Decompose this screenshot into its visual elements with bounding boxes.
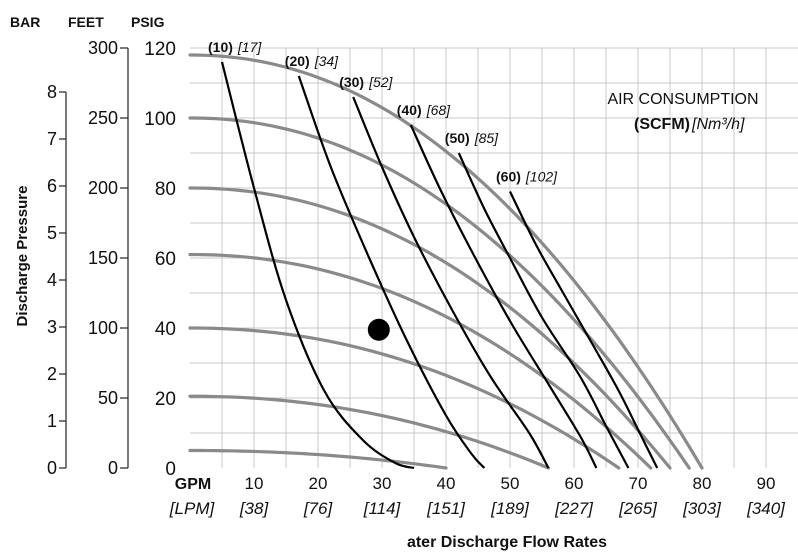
air-curve-5 [457,152,630,469]
pressure-curves [188,53,704,470]
psig-axis-header: PSIG [131,14,165,30]
x-tick-label-lpm: [76] [303,499,334,518]
bar-tick-label: 4 [47,270,57,290]
labels: 0 20 40 60 80 100 120 0 50 100 150 200 250 300 0 1 2 3 4 5 6… [47,38,786,518]
feet-axis-header: FEET [68,14,104,30]
x-tick-label-gpm: 90 [757,474,776,493]
axes [59,47,129,469]
x-tick-label-gpm: 30 [373,474,392,493]
air-curve-1 [220,61,415,470]
psig-tick-label: 100 [144,109,176,130]
x-tick-label-lpm: [340] [746,499,786,518]
air-curve-nm3h: [34] [314,53,339,69]
air-curve-6 [509,191,659,469]
pressure-curve [188,53,704,470]
air-curve-label-4: (40) [68] [397,102,451,118]
legend-unit-scfm: (SCFM) [634,116,690,133]
air-consumption-curves: (10) [17] (20) [34](30) [52](40) [68] (50) [85]… [208,39,659,470]
air-curve-nm3h: [68] [426,102,451,118]
feet-tick-label: 50 [98,388,118,408]
bar-tick-label: 8 [47,82,57,102]
pressure-curve [188,252,653,470]
x-tick-label-lpm: [189] [490,499,530,518]
x-tick-label-gpm: 10 [245,474,264,493]
x-tick-label-lpm: [265] [618,499,658,518]
bar-tick-label: 5 [47,223,57,243]
air-curve-label-1: (10) [17] [208,39,262,55]
psig-tick-label: 0 [165,459,176,480]
bar-tick-label: 7 [47,129,57,149]
x-tick-label-lpm: [303] [682,499,722,518]
x-tick-label-gpm: 60 [565,474,584,493]
x-tick-label-lpm: [114] [363,499,402,518]
air-curve-scfm: (50) [445,130,470,146]
feet-tick-label: 0 [108,458,118,478]
air-curve-2 [297,75,486,469]
air-curve-label-6: (60) [102] [496,169,558,185]
psig-tick-label: 20 [155,389,176,410]
bar-tick-label: 1 [47,411,57,431]
air-curve-nm3h: [102] [525,169,558,185]
feet-tick-label: 250 [88,108,118,128]
y-axis-label: Discharge Pressure [14,186,31,327]
air-curve-label-2: (20) [34] [285,53,339,69]
air-curve-scfm: (60) [496,169,521,185]
air-curve-3 [352,96,550,469]
x-tick-label-gpm: 80 [693,474,712,493]
legend-unit-nm3h: [Nm³/h] [691,116,745,133]
psig-tick-label: 120 [144,39,176,60]
air-curve-4 [409,124,598,469]
bar-tick-label: 6 [47,176,57,196]
pressure-curve [188,394,550,470]
x-unit-lpm: [LPM] [169,499,216,518]
x-tick-label-gpm: 70 [629,474,648,493]
feet-tick-label: 100 [88,318,118,338]
air-curve-nm3h: [17] [237,39,262,55]
psig-tick-label: 60 [155,249,176,270]
feet-tick-label: 200 [88,178,118,198]
air-curve-scfm: (40) [397,102,422,118]
x-tick-label-gpm: 40 [437,474,456,493]
x-tick-label-lpm: [227] [554,499,594,518]
operating-point-marker [367,318,390,341]
air-curve-label-3: (30) [52] [339,74,393,90]
bar-axis-header: BAR [10,14,40,30]
psig-tick-label: 80 [155,179,176,200]
pressure-curve [188,326,621,470]
x-axis-label: ater Discharge Flow Rates [407,534,607,551]
x-tick-label-lpm: [151] [426,499,466,518]
air-curve-scfm: (30) [339,74,364,90]
bar-tick-label: 0 [47,458,57,478]
air-curve-nm3h: [85] [474,130,499,146]
air-curve-nm3h: [52] [368,74,393,90]
air-curve-label-5: (50) [85] [445,130,499,146]
psig-tick-label: 40 [155,319,176,340]
x-tick-label-gpm: 50 [501,474,520,493]
feet-tick-label: 300 [88,38,118,58]
pressure-curve [188,448,448,470]
air-curve-scfm: (20) [285,53,310,69]
grid [190,47,798,468]
legend-title: AIR CONSUMPTION [607,91,758,108]
pressure-curve [188,186,672,470]
bar-tick-label: 2 [47,364,57,384]
feet-tick-label: 150 [88,248,118,268]
x-tick-label-gpm: 20 [309,474,328,493]
bar-tick-label: 3 [47,317,57,337]
air-curve-scfm: (10) [208,39,233,55]
x-unit-gpm: GPM [175,476,211,493]
x-tick-label-lpm: [38] [239,499,270,518]
pressure-curve [188,116,691,470]
